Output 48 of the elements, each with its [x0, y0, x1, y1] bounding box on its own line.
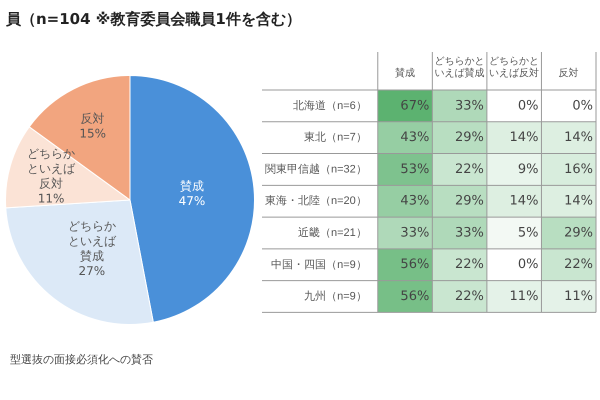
data-label: 56%	[400, 257, 430, 272]
y-tick-label: 北海道（n=6）	[293, 98, 367, 112]
y-tick-label: 東海・北陸（n=20）	[264, 194, 367, 208]
y-tick-label: 関東甲信越（n=32）	[264, 162, 367, 176]
text: 型選抜の面接必須化への賛否	[10, 352, 153, 367]
data-label: 27%	[78, 264, 106, 278]
data-label: 5%	[518, 225, 538, 240]
x-tick-label: どちらかといえば賛成	[434, 56, 485, 79]
data-label: 29%	[454, 130, 484, 146]
slice-label: 反対	[80, 111, 105, 126]
data-label: 33%	[454, 225, 484, 240]
data-label: 56%	[400, 288, 430, 304]
data-label: 47%	[178, 194, 206, 208]
data-label: 0%	[518, 98, 538, 114]
data-label: 33%	[400, 225, 430, 240]
data-label: 53%	[400, 162, 430, 177]
slice-label: どちらかといえば賛成	[68, 218, 117, 263]
data-label: 11%	[38, 192, 64, 206]
data-label: 0%	[518, 257, 538, 272]
data-label: 14%	[510, 194, 538, 209]
y-tick-label: 九州（n=9）	[304, 290, 367, 303]
data-label: 43%	[400, 194, 430, 209]
data-label: 22%	[454, 288, 484, 304]
x-tick-label: 反対	[558, 66, 579, 79]
data-label: 16%	[564, 162, 593, 177]
data-label: 0%	[572, 98, 593, 114]
data-label: 29%	[564, 225, 593, 240]
y-tick-label: 中国・四国（n=9）	[271, 258, 367, 271]
data-label: 43%	[400, 130, 430, 146]
data-label: 67%	[400, 98, 430, 114]
y-tick-label: 近畿（n=21）	[298, 226, 367, 240]
data-label: 22%	[454, 257, 484, 272]
data-label: 11%	[510, 288, 538, 304]
data-label: 14%	[510, 130, 538, 146]
data-label: 22%	[454, 162, 484, 177]
y-tick-label: 東北（n=7）	[304, 130, 367, 144]
data-label: 15%	[79, 126, 106, 140]
data-label: 29%	[454, 194, 484, 209]
data-label: 11%	[564, 288, 593, 304]
data-label: 9%	[518, 162, 538, 177]
data-label: 14%	[564, 194, 593, 209]
chart-title: 員（n=104 ※教育委員会職員1件を含む）	[6, 10, 301, 29]
x-tick-label: どちらかといえば反対	[489, 56, 540, 79]
data-label: 14%	[564, 130, 593, 146]
data-label: 33%	[454, 98, 484, 114]
data-label: 22%	[564, 257, 593, 272]
slice-label: 賛成	[180, 178, 204, 193]
x-tick-label: 賛成	[395, 66, 416, 79]
